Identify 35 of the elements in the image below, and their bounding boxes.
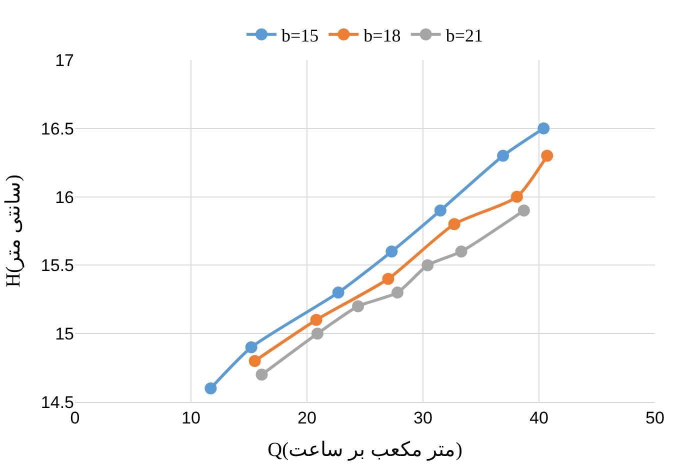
legend-label: b=21 [446,25,483,46]
point [391,286,404,299]
y-tick-label: 15.5 [40,256,74,276]
point [248,354,261,367]
point [422,259,434,272]
point [382,272,394,285]
point [352,300,364,312]
y-tick-label: 17 [55,50,74,70]
y-tick-label: 15 [55,324,74,344]
legend-label: b=15 [282,25,319,46]
point [434,204,446,216]
point [386,246,398,258]
point [448,218,460,230]
x-axis-title: Q(متر مکعب بر ساعت) [268,438,462,461]
legend-label: b=18 [364,25,401,46]
point [310,314,322,326]
x-tick-label: 30 [414,408,432,428]
point [455,246,468,258]
x-tick-label: 10 [182,408,200,428]
point [497,150,510,162]
x-tick-label: 20 [298,408,316,428]
point [541,150,554,162]
point [538,122,550,134]
y-axis-title: H(سانتی متر) [2,174,24,288]
y-tick-label: 16 [55,188,74,207]
point [256,368,268,381]
y-tick-label: 16.5 [40,119,74,138]
point [518,204,530,216]
x-tick-label: 40 [530,408,548,428]
point [510,190,523,203]
point [245,341,258,354]
point [311,328,324,340]
point [204,382,217,394]
x-tick-label: 50 [646,408,664,428]
point [332,286,344,299]
